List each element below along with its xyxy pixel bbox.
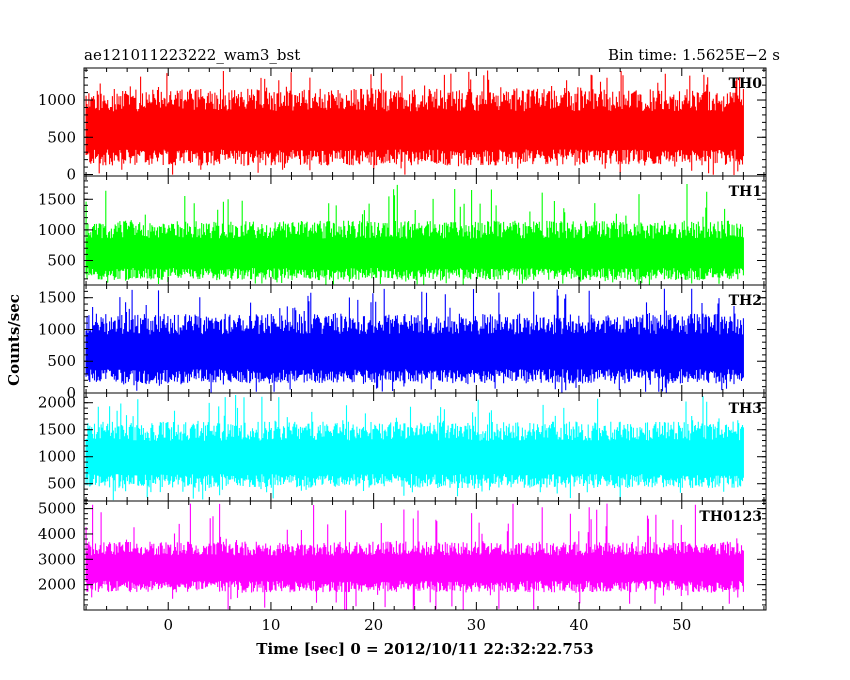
y-tick-label: 1500: [38, 421, 76, 439]
panel-th3: 500 1000 1500 2000 TH3: [38, 392, 767, 502]
y-tick-label: 500: [47, 475, 76, 493]
y-tick-label: 1000: [38, 320, 76, 338]
x-tick-label: 10: [261, 616, 280, 634]
y-tick-label: 500: [47, 352, 76, 370]
chart-subtitle: Bin time: 1.5625E−2 s: [608, 46, 780, 64]
panel-label: TH2: [729, 293, 762, 309]
panel-label: TH3: [729, 401, 762, 417]
panel-th1: 500 1000 1500 TH1: [38, 175, 767, 286]
panel-label: TH0123: [699, 509, 762, 525]
x-tick-label: 40: [570, 616, 589, 634]
x-tick-label: 20: [364, 616, 383, 634]
y-tick-label: 500: [47, 252, 76, 270]
series-th3: [85, 395, 744, 501]
y-tick-label: 2000: [38, 576, 76, 594]
panel-frame: [83, 500, 767, 611]
y-tick-label: 2000: [38, 394, 76, 412]
series-th2: [85, 288, 744, 393]
x-axis-title: Time [sec] 0 = 2012/10/11 22:32:22.753: [256, 640, 593, 658]
series-th0: [85, 70, 744, 175]
panel-th2: 0 500 1000 1500 TH2: [38, 284, 767, 402]
series-th1: [85, 184, 744, 285]
y-tick-label: 1000: [38, 221, 76, 239]
y-tick-label: 1000: [38, 448, 76, 466]
y-tick-label: 1500: [38, 190, 76, 208]
panel-th0: 0 500 1000 TH0: [38, 67, 767, 184]
y-tick-label: 500: [47, 128, 76, 146]
chart-title: ae121011223222_wam3_bst: [84, 46, 300, 64]
y-tick-label: 3000: [38, 550, 76, 568]
x-tick-label: 0: [163, 616, 173, 634]
y-axis-title: Counts/sec: [5, 294, 23, 386]
x-tick-label: 30: [467, 616, 486, 634]
panel-th0123: 2000 3000 4000 5000 TH0123 0 10 20 30 40 50: [38, 500, 767, 634]
y-tick-label: 4000: [38, 525, 76, 543]
y-tick-label: 1000: [38, 91, 76, 109]
y-tick-label: 0: [66, 166, 76, 184]
series-th0123: [85, 503, 744, 610]
panel-label: TH1: [729, 184, 762, 200]
y-tick-label: 5000: [38, 500, 76, 518]
y-tick-label: 1500: [38, 289, 76, 307]
y-tick-label: 0: [66, 384, 76, 402]
x-tick-label: 50: [672, 616, 691, 634]
panel-label: TH0: [729, 76, 763, 92]
